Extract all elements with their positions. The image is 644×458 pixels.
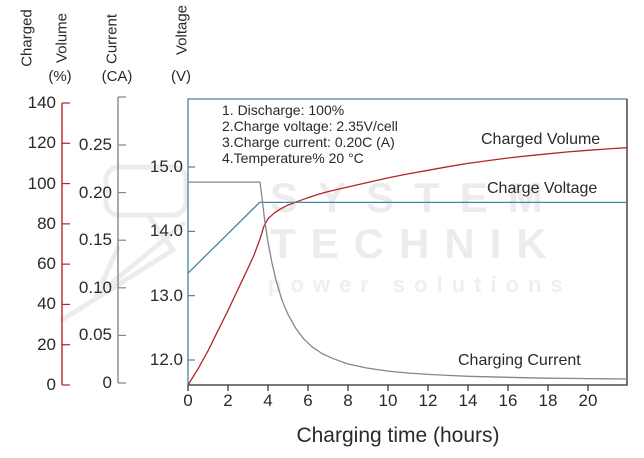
annotation-line-4: 4.Temperature% 20 °C: [222, 150, 364, 166]
volume-axis-unit: (%): [48, 68, 72, 85]
charge-voltage-curve: [187, 201, 627, 274]
volume-tick-label: 0: [46, 375, 56, 394]
current-tick-label: 0.25: [78, 135, 112, 154]
charging-current-curve: [188, 181, 628, 380]
volume-tick-label: 120: [27, 133, 56, 153]
charge-voltage-curve-label: Charge Voltage: [487, 180, 598, 197]
volume-tick-label: 140: [27, 93, 56, 112]
watermark-text-power-solutions: power solutions: [268, 272, 572, 297]
current-axis-unit: (CA): [101, 68, 133, 85]
volume-tick-label: 60: [37, 254, 56, 274]
x-tick-label: 8: [343, 391, 353, 410]
volume-tick-label: 80: [37, 213, 56, 233]
voltage-axis-unit: (V): [171, 68, 191, 85]
x-tick-label: 20: [578, 391, 598, 410]
volume-tick-label: 20: [37, 334, 56, 354]
chart-annotation: 1. Discharge: 100% 2.Charge voltage: 2.3…: [222, 102, 398, 166]
charged-volume-curve-label: Charged Volume: [481, 131, 601, 148]
current-tick-label: 0.10: [78, 277, 112, 297]
watermark-text-technik: TECHNIK: [270, 220, 562, 267]
x-tick-label: 4: [263, 391, 273, 410]
x-tick-label: 18: [538, 391, 558, 410]
volume-tick-label: 100: [27, 173, 56, 193]
voltage-tick-label: 12.0: [149, 350, 183, 369]
charging-current-curve-label: Charging Current: [458, 352, 581, 369]
x-tick-label: 10: [378, 391, 398, 410]
x-tick-label: 14: [458, 391, 478, 410]
voltage-tick-label: 15.0: [149, 157, 183, 176]
voltage-tick-label: 14.0: [149, 221, 183, 241]
current-tick-label: 0.20: [78, 182, 112, 202]
x-tick-label: 0: [183, 391, 193, 410]
x-axis-title: Charging time (hours): [296, 424, 500, 447]
annotation-line-3: 3.Charge current: 0.20C (A): [222, 134, 395, 150]
voltage-tick-label: 13.0: [149, 285, 183, 305]
x-tick-label: 6: [303, 391, 313, 410]
voltage-axis-title: Voltage: [173, 4, 191, 56]
plot-border-right-bottom: [188, 99, 628, 386]
watermark-text-system: SYSTEM: [270, 174, 563, 221]
current-axis-title: Current: [103, 13, 121, 65]
current-tick-label: 0.15: [78, 230, 112, 250]
x-tick-label: 2: [223, 391, 233, 410]
plot-border-left-top: [187, 98, 627, 385]
watermark-logo-bolt2: [93, 221, 186, 299]
current-tick-label: 0.05: [78, 325, 112, 345]
current-tick-label: 0: [102, 373, 112, 392]
x-tick-label: 12: [418, 391, 438, 410]
x-tick-label: 16: [498, 391, 518, 410]
charged-volume-curve: [187, 147, 628, 386]
annotation-line-2: 2.Charge voltage: 2.35V/cell: [222, 118, 398, 134]
annotation-line-1: 1. Discharge: 100%: [222, 102, 345, 118]
volume-tick-label: 40: [37, 294, 56, 314]
volume-axis-title-word2: Volume: [53, 12, 71, 64]
volume-axis-title-word1: Charged: [18, 9, 36, 67]
